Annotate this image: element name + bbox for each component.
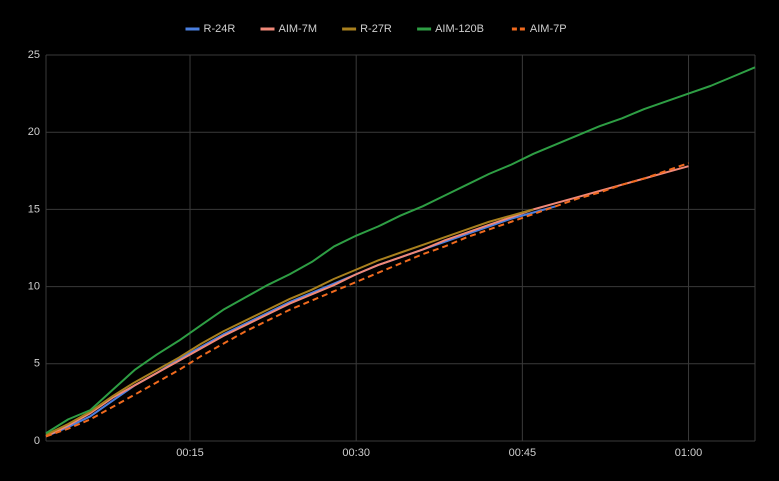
legend-label: AIM-7P (530, 23, 567, 35)
legend-label: R-24R (204, 23, 236, 35)
legend-label: AIM-120B (435, 23, 484, 35)
legend-label: AIM-7M (279, 23, 318, 35)
x-tick-label: 00:30 (342, 447, 370, 459)
y-tick-label: 10 (28, 281, 40, 293)
series-line (45, 162, 689, 438)
y-tick-label: 20 (28, 126, 40, 138)
series-line (45, 208, 534, 436)
x-tick-label: 01:00 (675, 447, 703, 459)
y-tick-label: 5 (34, 358, 40, 370)
series-line (45, 66, 756, 435)
x-tick-label: 00:15 (176, 447, 204, 459)
legend-label: R-27R (360, 23, 392, 35)
y-tick-label: 15 (28, 203, 40, 215)
series-line (45, 165, 689, 438)
y-tick-label: 0 (34, 435, 40, 447)
x-tick-label: 00:45 (509, 447, 537, 459)
y-tick-label: 25 (28, 49, 40, 61)
